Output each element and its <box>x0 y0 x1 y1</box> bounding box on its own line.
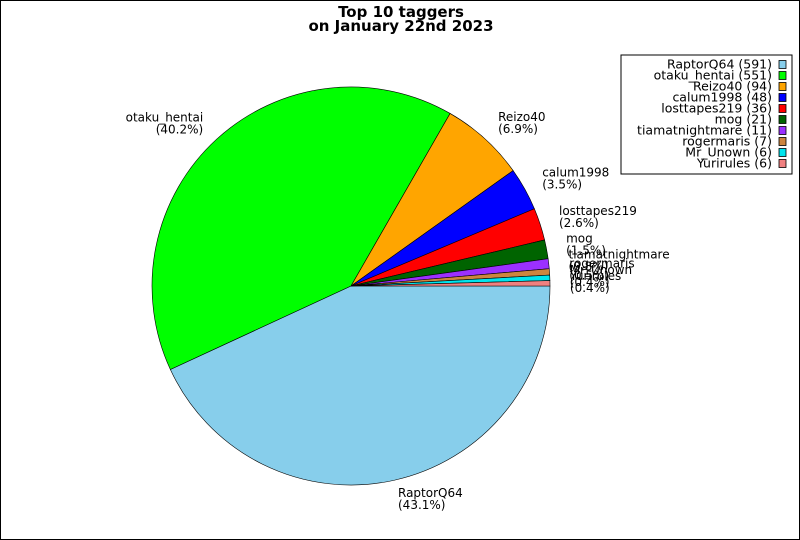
legend-label-reizo40: Reizo40 (94) <box>693 79 772 94</box>
legend-label-calum1998: calum1998 (48) <box>672 90 772 105</box>
legend-box <box>620 54 793 175</box>
slice-label-tiamatnightmare: tiamatnightmare <box>569 248 670 262</box>
legend-label-tiamatnightmare: tiamatnightmare (11) <box>637 123 772 138</box>
legend-label-rogermaris: rogermaris (7) <box>682 134 772 149</box>
slice-percent-reizo40: (6.9%) <box>498 122 538 136</box>
slice-percent-otaku-hentai: (40.2%) <box>156 123 203 137</box>
slice-percent-losttapes219: (2.6%) <box>559 216 599 230</box>
slice-percent-mog: (1.5%) <box>566 244 606 258</box>
legend-label-mog: mog (21) <box>715 112 772 127</box>
legend-label-yurirules: Yurirules (6) <box>696 156 772 171</box>
legend-label-mr-unown: Mr_Unown (6) <box>685 145 772 160</box>
legend-swatch-yurirules <box>778 159 787 168</box>
slice-label-rogermaris: rogermaris <box>569 257 634 271</box>
slice-percent-mr-unown: (0.4%) <box>570 275 610 289</box>
slice-percent-raptorq64: (43.1%) <box>398 498 445 512</box>
legend-swatch-rogermaris <box>778 137 787 146</box>
chart-title-line-1: Top 10 taggers <box>338 3 464 21</box>
pie-slice-raptorq64 <box>169 285 551 486</box>
slice-percent-rogermaris: (0.5%) <box>569 269 609 283</box>
slice-label-otaku-hentai: otaku_hentai <box>126 111 204 125</box>
legend-swatch-otaku-hentai <box>778 71 787 80</box>
slice-percent-calum1998: (3.5%) <box>542 177 582 191</box>
slice-percent-tiamatnightmare: (0.8%) <box>569 260 609 274</box>
legend-label-losttapes219: losttapes219 (36) <box>661 101 772 116</box>
legend-swatch-losttapes219 <box>778 104 787 113</box>
legend-swatch-mog <box>778 115 787 124</box>
legend-swatch-calum1998 <box>778 93 787 102</box>
slice-label-mr-unown: Mr_Unown <box>570 263 632 277</box>
chart-title-line-2: on January 22nd 2023 <box>308 17 493 35</box>
legend: RaptorQ64 (591)otaku_hentai (551)Reizo40… <box>620 54 793 175</box>
slice-label-raptorq64: RaptorQ64 <box>398 486 463 500</box>
legend-swatch-tiamatnightmare <box>778 126 787 135</box>
legend-label-otaku-hentai: otaku_hentai (551) <box>654 68 772 83</box>
pie-slices <box>151 86 551 486</box>
slice-percent-yurirules: (0.4%) <box>570 281 610 295</box>
legend-swatch-mr-unown <box>778 148 787 157</box>
slice-label-reizo40: Reizo40 <box>498 110 545 124</box>
slice-label-calum1998: calum1998 <box>542 165 609 179</box>
slice-labels: RaptorQ64(43.1%) otaku_hentai(40.2%) Reizo… <box>126 110 670 512</box>
slice-label-mog: mog <box>566 232 593 246</box>
pie-slice-otaku-hentai <box>151 86 451 370</box>
slice-label-losttapes219: losttapes219 <box>559 204 637 218</box>
pie-slice-yurirules <box>350 280 551 287</box>
legend-swatch-raptorq64 <box>778 60 787 69</box>
slice-label-yurirules: Yurirules <box>569 269 621 283</box>
legend-swatch-reizo40 <box>778 82 787 91</box>
legend-label-raptorq64: RaptorQ64 (591) <box>667 57 772 72</box>
